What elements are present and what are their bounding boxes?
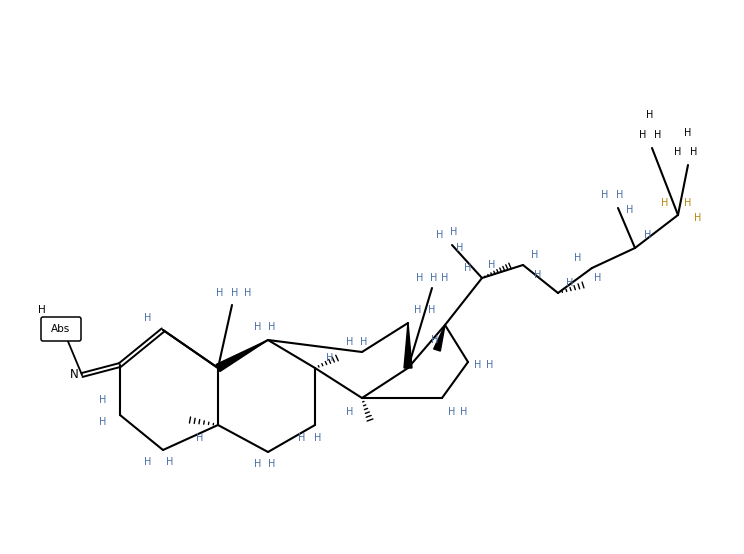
Text: H: H (346, 337, 353, 347)
Text: H: H (269, 459, 276, 469)
Text: H: H (441, 273, 449, 283)
Text: H: H (616, 190, 623, 200)
Text: H: H (196, 433, 204, 443)
Text: H: H (694, 213, 702, 223)
Text: H: H (436, 230, 443, 240)
Text: H: H (144, 313, 152, 323)
Text: H: H (594, 273, 602, 283)
Text: H: H (487, 360, 494, 370)
FancyBboxPatch shape (41, 317, 81, 341)
Text: H: H (690, 147, 698, 157)
Text: H: H (574, 253, 582, 263)
Text: H: H (99, 395, 106, 405)
Text: H: H (38, 305, 46, 315)
Text: H: H (429, 305, 436, 315)
Text: H: H (450, 227, 458, 237)
Text: H: H (254, 459, 262, 469)
Text: H: H (647, 110, 654, 120)
Text: H: H (144, 457, 152, 467)
Text: H: H (314, 433, 321, 443)
Text: H: H (531, 250, 539, 260)
Text: H: H (449, 407, 455, 417)
Text: H: H (475, 360, 481, 370)
Text: H: H (456, 243, 464, 253)
Text: H: H (217, 288, 224, 298)
Text: H: H (269, 322, 276, 332)
Text: Abs: Abs (51, 324, 71, 334)
Text: H: H (566, 278, 574, 288)
Polygon shape (216, 340, 268, 372)
Text: H: H (430, 273, 437, 283)
Text: H: H (464, 263, 472, 273)
Polygon shape (434, 325, 445, 351)
Text: H: H (626, 205, 634, 215)
Text: H: H (231, 288, 239, 298)
Text: H: H (684, 198, 692, 208)
Text: H: H (417, 273, 423, 283)
Text: N: N (70, 368, 78, 382)
Text: H: H (534, 270, 542, 280)
Text: H: H (488, 260, 496, 270)
Text: H: H (167, 457, 173, 467)
Text: H: H (99, 417, 106, 427)
Text: H: H (461, 407, 468, 417)
Text: H: H (327, 353, 334, 363)
Text: H: H (644, 230, 652, 240)
Text: H: H (654, 130, 661, 140)
Text: H: H (346, 407, 353, 417)
Text: H: H (360, 337, 368, 347)
Text: H: H (432, 335, 439, 345)
Text: H: H (601, 190, 609, 200)
Text: H: H (254, 322, 262, 332)
Text: H: H (414, 305, 422, 315)
Text: H: H (674, 147, 682, 157)
Text: H: H (639, 130, 647, 140)
Text: H: H (661, 198, 669, 208)
Text: H: H (684, 128, 692, 138)
Polygon shape (404, 323, 412, 368)
Text: H: H (298, 433, 306, 443)
Text: H: H (244, 288, 251, 298)
